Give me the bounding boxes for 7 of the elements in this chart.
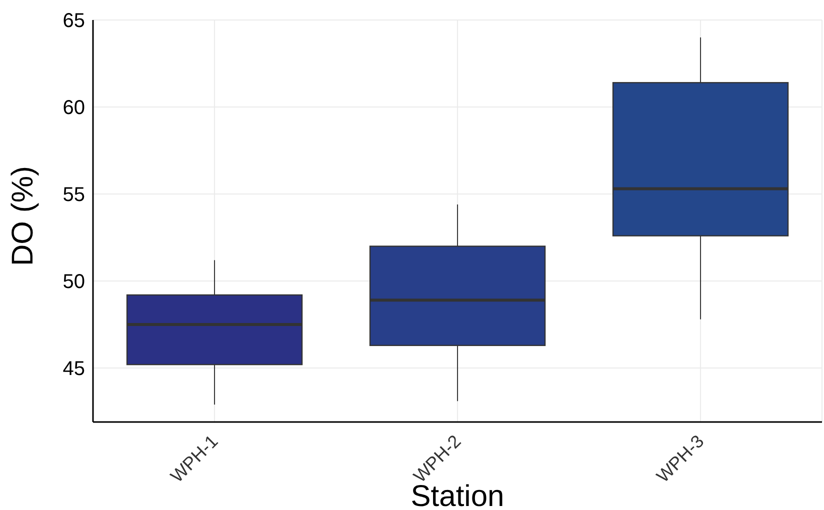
y-tick-label: 55 (62, 184, 85, 206)
y-axis-title: DO (%) (6, 166, 40, 266)
y-tick-label: 50 (62, 271, 85, 294)
y-tick-label: 60 (62, 97, 85, 120)
x-axis-title: Station (410, 480, 504, 510)
y-tick-label: 65 (62, 10, 85, 32)
y-tick-label: 45 (62, 358, 85, 380)
